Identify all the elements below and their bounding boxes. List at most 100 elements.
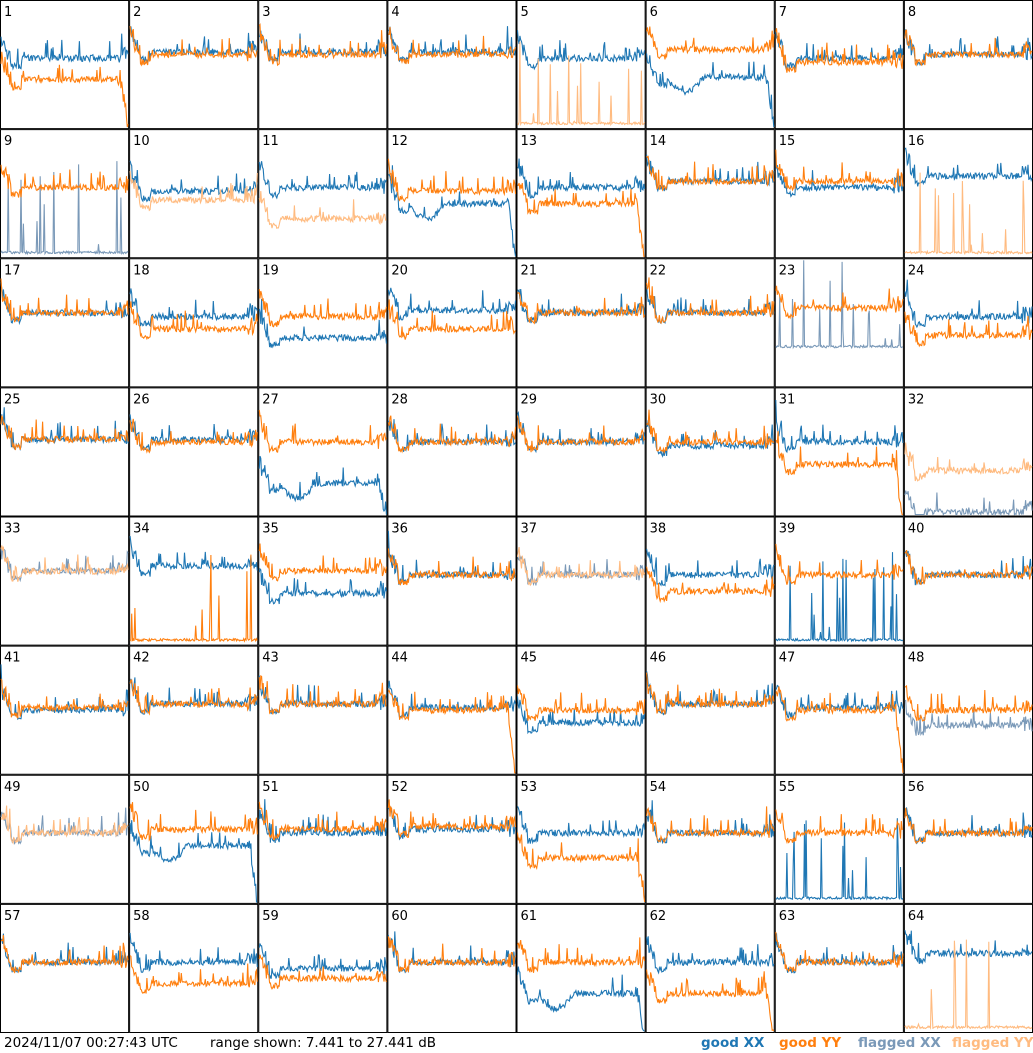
panel-label: 33	[4, 522, 21, 537]
panel-39: 39	[774, 516, 904, 646]
panel-label: 50	[133, 780, 150, 795]
panel-label: 52	[391, 780, 408, 795]
panel-label: 11	[262, 134, 279, 149]
panel-frame	[0, 0, 130, 130]
panel-label: 37	[521, 522, 538, 537]
series-yy-panel-61	[516, 937, 646, 973]
panel-frame	[387, 258, 517, 388]
series-yy-panel-46	[646, 672, 775, 715]
panel-label: 4	[391, 5, 399, 20]
panel-64: 64	[903, 903, 1033, 1033]
panel-37: 37	[516, 516, 646, 646]
panel-label: 25	[4, 392, 21, 407]
series-yy-panel-41	[0, 678, 129, 719]
panel-label: 7	[779, 5, 787, 20]
range-unit: dB	[418, 1035, 437, 1051]
series-yy-panel-43	[258, 675, 387, 715]
series-xx-panel-23	[775, 260, 904, 350]
panel-label: 38	[650, 522, 667, 537]
series-xx-panel-16	[904, 147, 1033, 187]
series-xx-panel-13	[517, 158, 646, 199]
series-yy-panel-32	[904, 442, 1033, 482]
panel-frame	[774, 903, 904, 1033]
panel-23: 23	[774, 258, 904, 388]
panel-29: 29	[516, 387, 646, 517]
panel-2: 2	[129, 0, 259, 130]
panel-28: 28	[387, 387, 517, 517]
panel-frame	[516, 129, 646, 259]
panel-frame	[645, 645, 775, 775]
panel-frame	[645, 387, 775, 517]
series-yy-panel-64	[904, 939, 1033, 1031]
panel-label: 22	[650, 263, 667, 278]
panel-61: 61	[516, 903, 646, 1033]
panel-17: 17	[0, 258, 130, 388]
series-xx-panel-30	[646, 420, 775, 458]
panel-label: 2	[133, 5, 141, 20]
series-yy-panel-22	[646, 277, 775, 325]
panel-frame	[903, 0, 1033, 130]
panel-frame	[387, 0, 517, 130]
series-xx-panel-31	[775, 399, 904, 454]
series-yy-panel-18	[129, 301, 258, 341]
panel-frame	[258, 516, 388, 646]
series-xx-panel-24	[904, 279, 1033, 329]
range-max: 27.441	[366, 1035, 414, 1051]
panel-49: 49	[0, 774, 130, 904]
panel-24: 24	[903, 258, 1033, 388]
series-xx-panel-20	[387, 287, 517, 321]
panel-12: 12	[387, 129, 517, 259]
panel-frame	[387, 129, 517, 259]
panel-frame	[645, 903, 775, 1033]
panel-5: 5	[516, 0, 646, 130]
series-yy-panel-45	[516, 685, 646, 721]
panel-label: 13	[521, 134, 538, 149]
panel-frame	[774, 774, 904, 904]
panel-label: 21	[521, 263, 538, 278]
panel-32: 32	[903, 387, 1033, 517]
panel-57: 57	[0, 903, 130, 1033]
series-xx-panel-11	[258, 161, 387, 200]
panel-label: 9	[4, 134, 12, 149]
panel-label: 41	[4, 651, 21, 666]
panel-label: 28	[391, 392, 408, 407]
panel-frame	[903, 516, 1033, 646]
series-xx-panel-33	[0, 547, 129, 583]
panel-label: 14	[650, 134, 667, 149]
series-xx-panel-61	[516, 966, 645, 1032]
panel-label: 1	[4, 5, 12, 20]
panel-10: 10	[129, 129, 259, 259]
series-yy-panel-21	[517, 292, 646, 325]
panel-label: 12	[391, 134, 408, 149]
panel-frame	[258, 0, 388, 130]
series-yy-panel-54	[646, 806, 775, 844]
series-yy-panel-47	[775, 686, 904, 773]
panel-frame	[129, 387, 259, 517]
panel-frame	[645, 0, 775, 130]
panel-11: 11	[258, 129, 388, 259]
series-yy-panel-38	[646, 566, 775, 604]
panel-label: 39	[779, 522, 796, 537]
panel-20: 20	[387, 258, 517, 388]
panel-15: 15	[774, 129, 904, 259]
legend-flagged-xx: flagged XX	[858, 1035, 941, 1051]
series-yy-panel-28	[387, 415, 517, 454]
series-yy-panel-48	[904, 684, 1033, 722]
panel-3: 3	[258, 0, 388, 130]
panel-label: 60	[391, 909, 408, 924]
panel-label: 16	[908, 134, 925, 149]
series-yy-panel-58	[129, 955, 258, 995]
series-yy-panel-56	[904, 807, 1033, 845]
panel-label: 8	[908, 5, 916, 20]
legend-flagged-yy: flagged YY	[952, 1035, 1033, 1051]
panel-label: 29	[521, 392, 538, 407]
series-yy-panel-14	[646, 155, 775, 192]
panel-frame	[129, 903, 259, 1033]
series-yy-panel-12	[387, 158, 517, 203]
panel-label: 62	[650, 909, 667, 924]
panel-label: 53	[521, 780, 538, 795]
series-yy-panel-35	[258, 543, 387, 582]
panel-50: 50	[129, 774, 259, 904]
panel-52: 52	[387, 774, 517, 904]
panel-frame	[774, 258, 904, 388]
